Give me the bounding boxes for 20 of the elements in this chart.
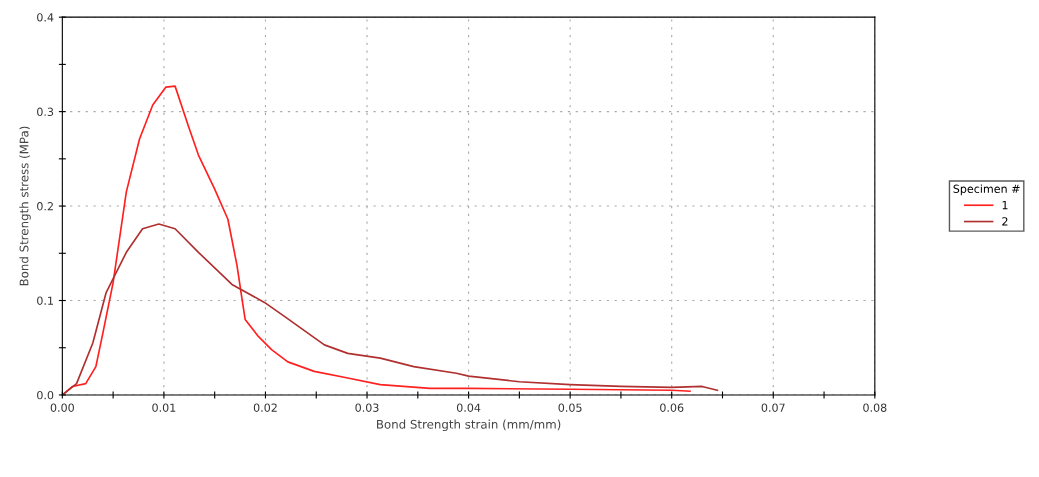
x-tick-label: 0.07 [761, 403, 785, 412]
y-tick-label: 0.1 [37, 296, 53, 305]
x-tick-label: 0.05 [558, 403, 582, 412]
x-tick-label: 0.00 [50, 403, 74, 412]
x-tick-label: 0.03 [355, 403, 379, 412]
y-tick-label: 0.3 [37, 107, 54, 116]
y-tick-label: 0.4 [37, 13, 54, 22]
y-axis-title: Bond Strength stress (MPa) [19, 126, 31, 286]
x-tick-label: 0.08 [863, 403, 887, 412]
y-tick-label: 0.2 [37, 202, 53, 211]
x-tick-label: 0.02 [253, 403, 277, 412]
line-series [62, 223, 719, 395]
x-tick-label: 0.06 [660, 403, 684, 412]
x-axis-title: Bond Strength strain (mm/mm) [377, 419, 561, 432]
legend-title: Specimen # [953, 184, 1020, 196]
x-tick-label: 0.01 [152, 403, 176, 412]
legend-label: 2 [1002, 217, 1008, 226]
y-tick-label: 0.0 [37, 390, 54, 400]
legend-label: 1 [1002, 201, 1008, 210]
x-tick-label: 0.04 [456, 403, 481, 412]
